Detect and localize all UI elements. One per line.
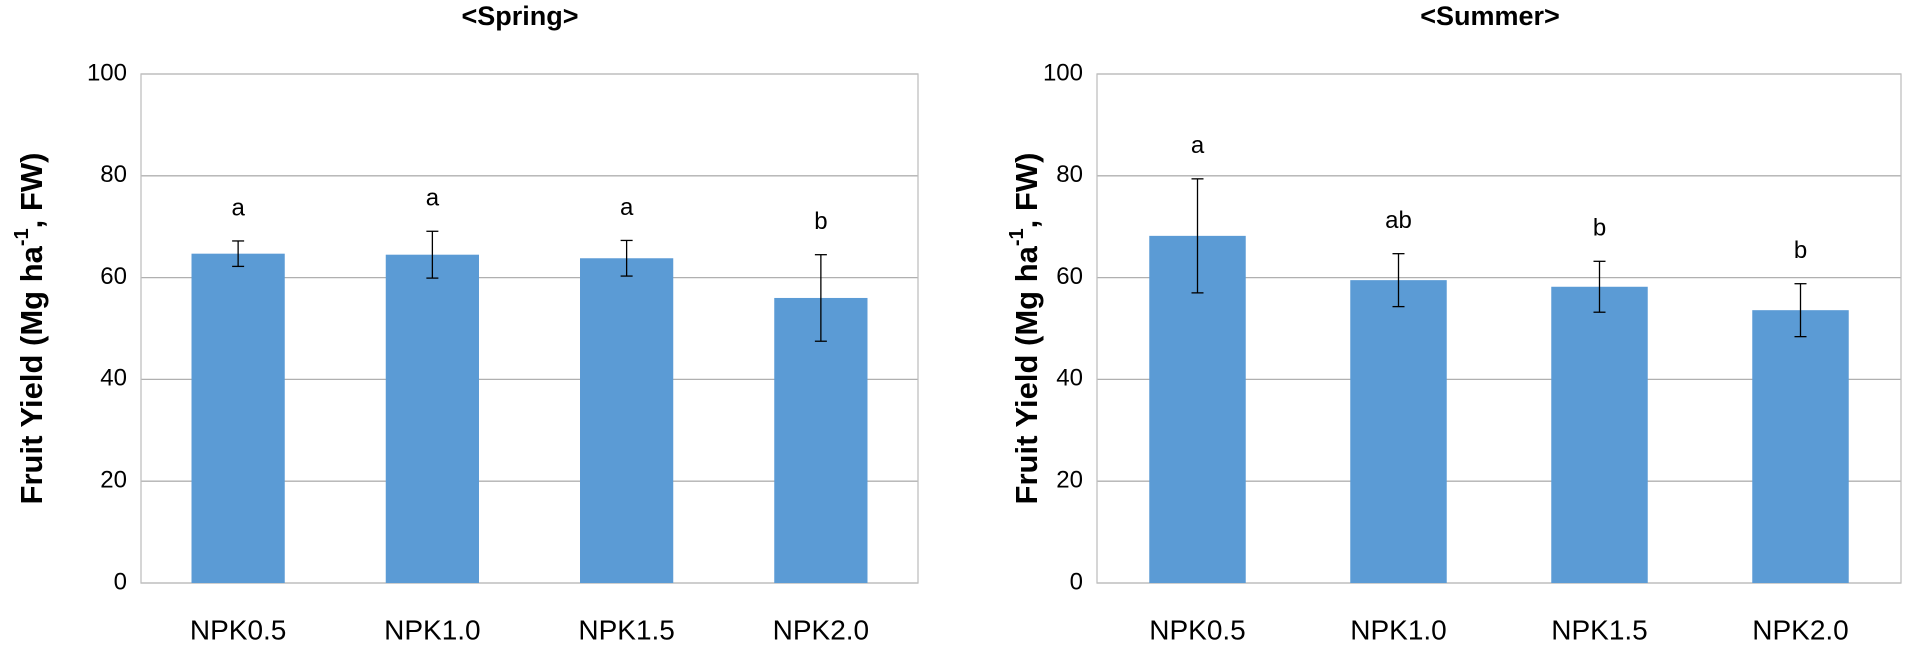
y-tick-label: 80 [100,161,127,188]
error-bar [426,230,439,279]
bar [1752,310,1849,583]
chart-title: <Spring> [461,1,578,31]
y-tick-label: 100 [87,59,127,86]
annotation: b [1794,237,1807,264]
y-tick-label: 40 [100,365,127,392]
annotation: a [1191,132,1205,159]
error-bar [1593,260,1606,313]
y-tick-label: 0 [1070,568,1083,595]
y-tick-label: 20 [100,467,127,494]
y-axis-label-part: , FW) [14,153,49,229]
x-tick-label: NPK0.5 [190,614,287,645]
y-tick-label: 40 [1056,365,1083,392]
annotation: a [426,185,440,212]
error-bar [814,254,827,342]
x-tick-label: NPK1.5 [1551,614,1648,645]
x-tick-label: NPK1.0 [1350,614,1447,645]
annotation: a [231,194,245,221]
y-axis-label-part: Fruit Yield (Mg ha [1009,245,1044,504]
x-tick-label: NPK0.5 [1149,614,1246,645]
y-axis-label-part: Fruit Yield (Mg ha [14,245,49,504]
y-tick-label: 60 [1056,263,1083,290]
error-bar [1392,253,1405,308]
annotation: b [1593,215,1606,242]
error-bar [1794,283,1807,338]
y-tick-label: 100 [1043,59,1083,86]
x-tick-label: NPK2.0 [1752,614,1849,645]
error-bar [232,240,245,268]
y-tick-label: 60 [100,263,127,290]
x-tick-label: NPK2.0 [773,614,870,645]
bar [1551,286,1648,583]
y-axis-label: Fruit Yield (Mg ha-1, FW) [1006,153,1044,505]
chart-title: <Summer> [1420,1,1560,31]
plot-border [140,73,919,584]
y-axis-label: Fruit Yield (Mg ha-1, FW) [11,153,49,505]
y-tick-label: 80 [1056,161,1083,188]
error-bar [620,239,633,277]
y-tick-label: 20 [1056,467,1083,494]
annotation: a [620,194,634,221]
bar [191,253,285,583]
annotation: b [814,208,827,235]
plot-border [1096,73,1902,584]
bar [580,258,674,583]
error-bar [1191,178,1204,294]
x-tick-label: NPK1.0 [384,614,481,645]
bar [1149,235,1246,583]
bar [385,254,479,583]
bar [1350,280,1447,583]
y-tick-label: 0 [114,568,127,595]
x-tick-label: NPK1.5 [578,614,675,645]
annotation: ab [1385,207,1412,234]
y-axis-label-part: -1 [11,228,33,246]
y-axis-label-part: -1 [1006,228,1028,246]
y-axis-label-part: , FW) [1009,153,1044,229]
bar [774,297,868,583]
